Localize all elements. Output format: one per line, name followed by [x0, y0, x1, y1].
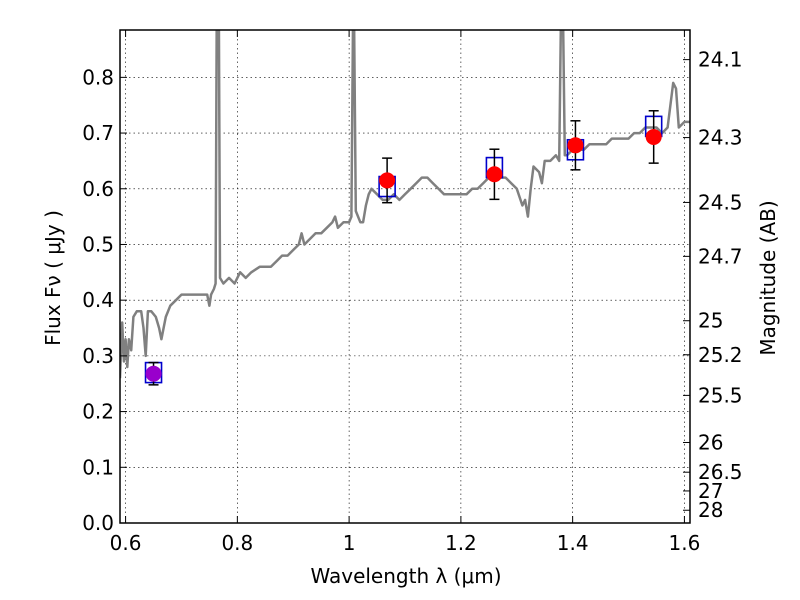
y-right-tick-label: 26 — [698, 430, 723, 454]
y-tick-label: 0.5 — [82, 232, 114, 256]
y-right-tick-label: 24.1 — [698, 48, 743, 72]
observed-point — [645, 128, 662, 145]
x-tick-label: 1.2 — [445, 531, 477, 555]
axis-ticks: 0.6 0.8 1 1.2 1.4 1.6 0.0 0.1 0.2 0.3 0.4 0.5 0.6 0.7… — [82, 30, 743, 555]
spectrum-line — [120, 30, 690, 379]
y-right-tick-label: 24.7 — [698, 244, 743, 268]
y-tick-label: 0.0 — [82, 511, 114, 535]
x-tick-label: 1.4 — [557, 531, 589, 555]
y-right-tick-label: 28 — [698, 498, 723, 522]
y-tick-label: 0.8 — [82, 65, 114, 89]
y-tick-label: 0.3 — [82, 344, 114, 368]
y-tick-label: 0.4 — [82, 288, 114, 312]
observed-point — [567, 137, 584, 154]
y-axis-label: Flux Fν ( μJy ) — [41, 210, 65, 346]
y-right-tick-label: 25.2 — [698, 343, 743, 367]
y-right-tick-label: 26.5 — [698, 460, 743, 484]
y-tick-label: 0.6 — [82, 177, 114, 201]
x-tick-label: 0.6 — [110, 531, 142, 555]
y-right-tick-label: 25 — [698, 309, 723, 333]
x-tick-label: 1.6 — [669, 531, 701, 555]
model-photometry — [144, 115, 663, 384]
plot-frame — [119, 29, 691, 524]
y-right-tick-label: 24.3 — [698, 126, 743, 150]
y-right-tick-label: 24.5 — [698, 190, 743, 214]
observed-point — [379, 172, 396, 189]
x-tick-label: 0.8 — [221, 531, 253, 555]
y-axis-right-label: Magnitude (AB) — [756, 200, 780, 355]
grid — [120, 30, 690, 524]
observed-point — [145, 365, 162, 382]
x-axis-label: Wavelength λ (μm) — [310, 564, 501, 588]
y-tick-label: 0.7 — [82, 121, 114, 145]
y-tick-label: 0.2 — [82, 400, 114, 424]
observed-point — [486, 166, 503, 183]
observed-photometry — [145, 110, 662, 386]
y-tick-label: 0.1 — [82, 455, 114, 479]
spectrum-series — [120, 30, 690, 379]
y-right-tick-label: 25.5 — [698, 383, 743, 407]
y-right-tick-label: 27 — [698, 479, 723, 503]
x-tick-label: 1 — [343, 531, 356, 555]
